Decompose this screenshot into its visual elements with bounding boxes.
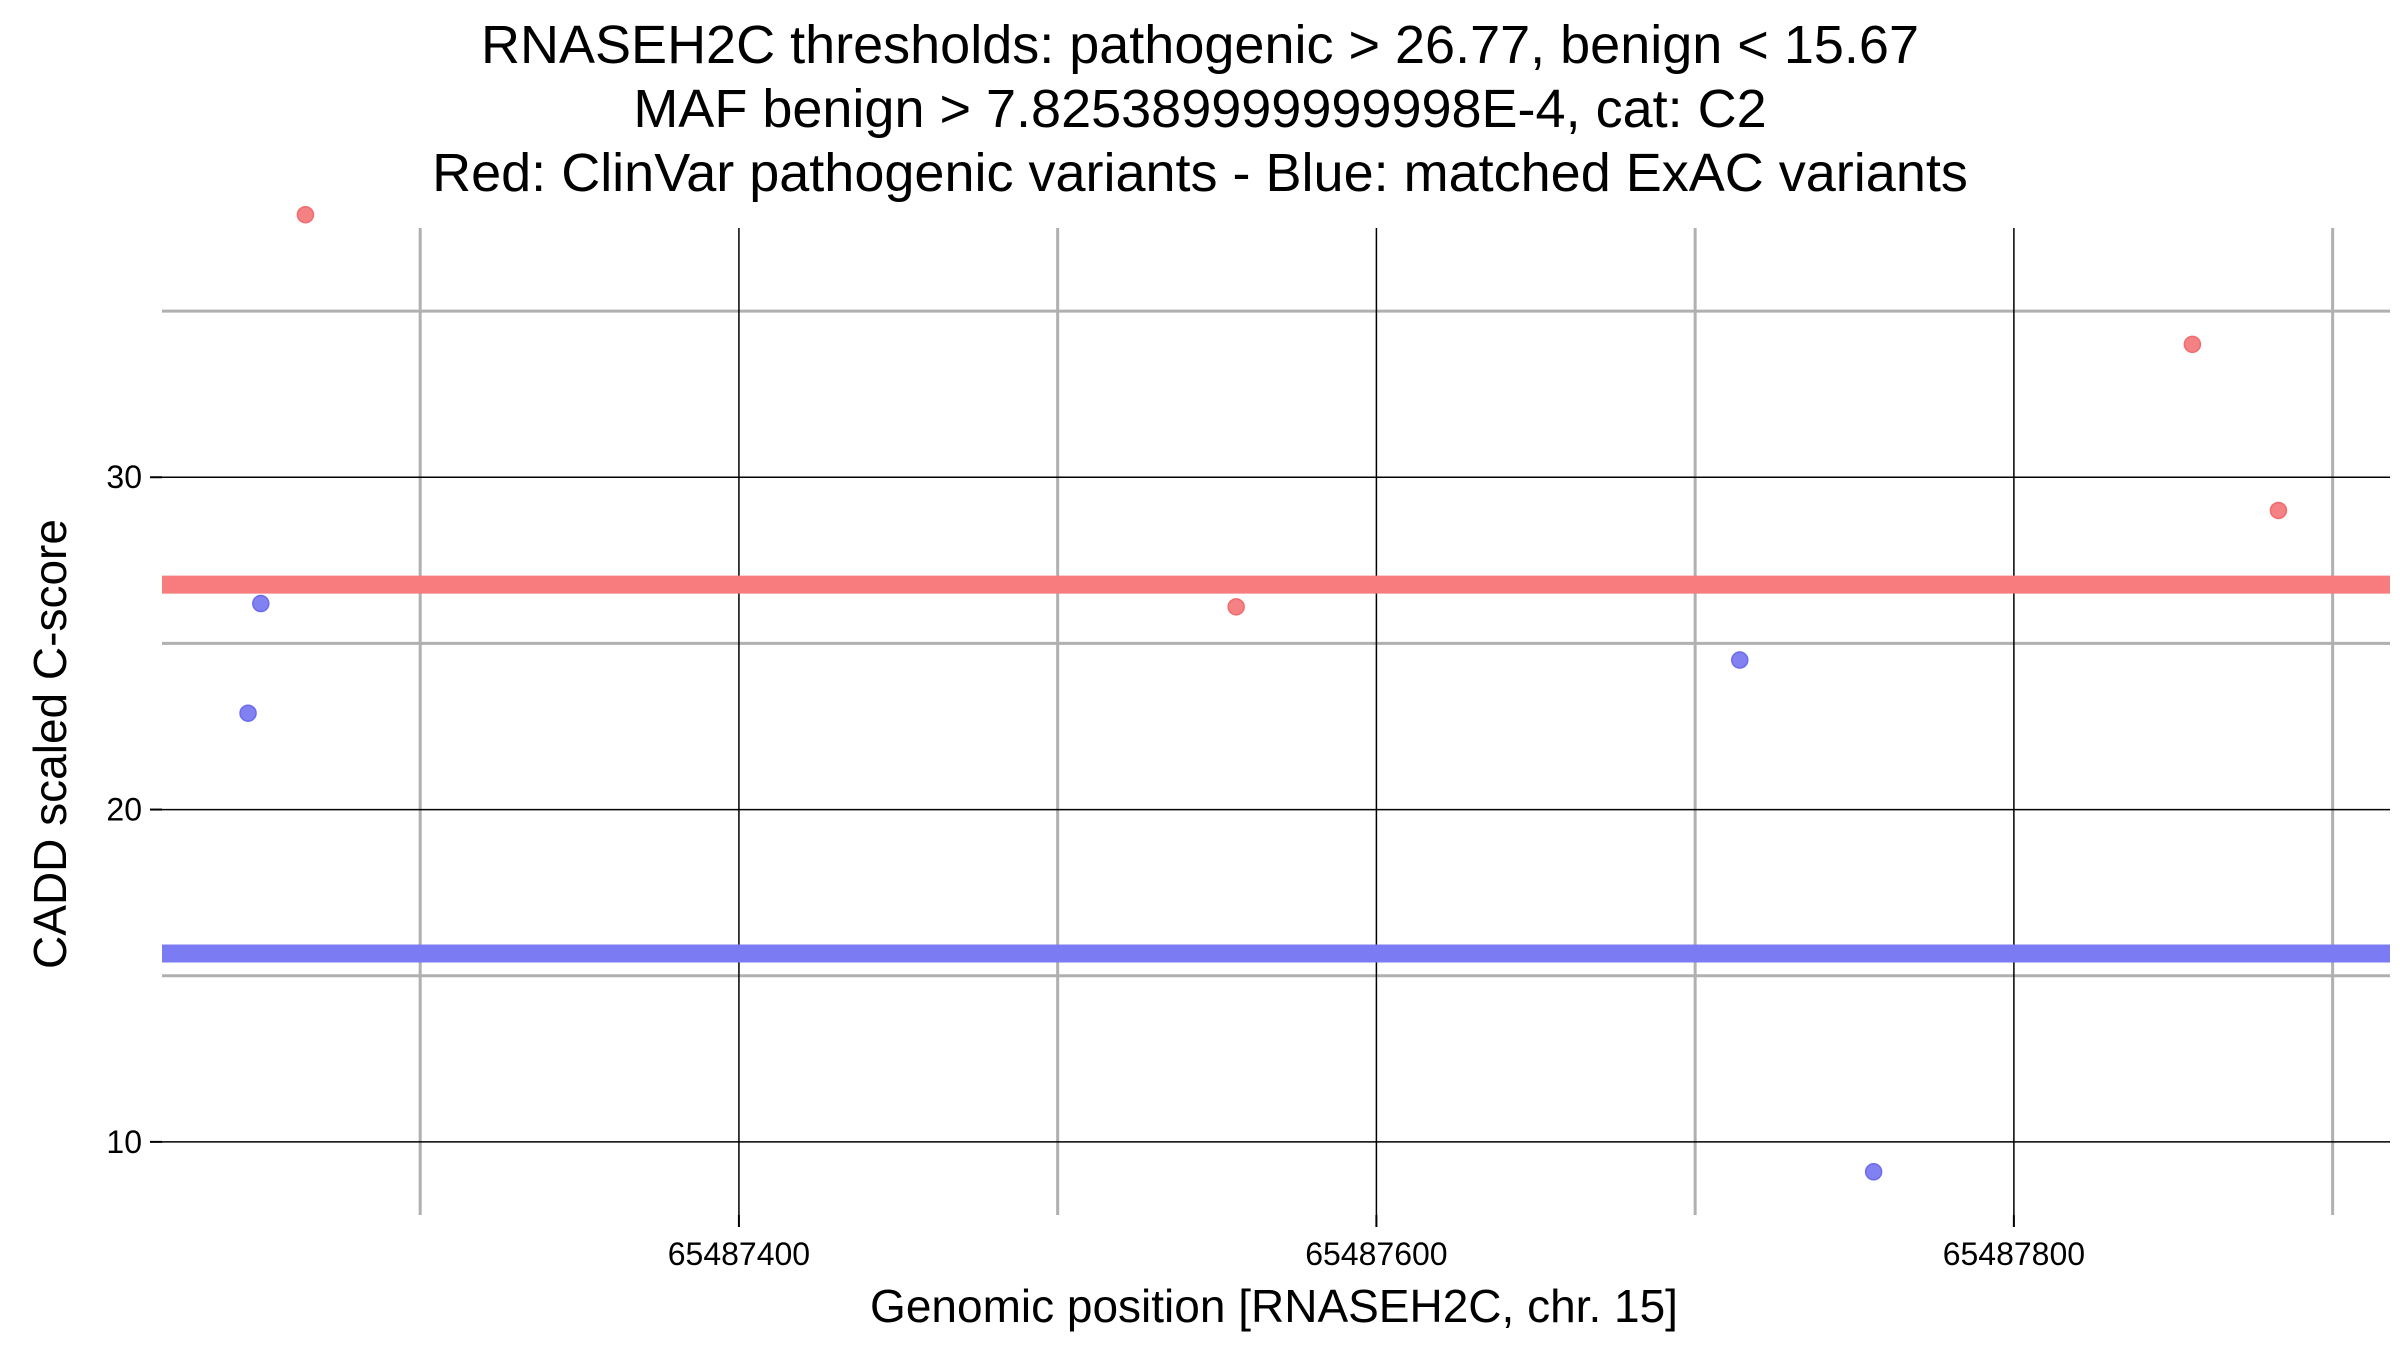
y-tick-label: 30: [106, 459, 142, 495]
y-axis-title: CADD scaled C-score: [24, 519, 76, 969]
x-tick-label: 65487800: [1943, 1236, 2085, 1272]
pathogenic-point: [1227, 598, 1245, 616]
minor-grid: [162, 228, 2390, 1215]
x-tick-label: 65487600: [1305, 1236, 1447, 1272]
chart-title-line-3: Red: ClinVar pathogenic variants - Blue:…: [432, 143, 1968, 203]
exac-point: [1864, 1163, 1883, 1181]
y-axis-ticks: 10 20 30: [106, 459, 162, 1160]
pathogenic-point: [2183, 335, 2202, 354]
y-tick-label: 20: [106, 792, 142, 828]
exac-point: [239, 704, 257, 722]
pathogenic-point: [2269, 501, 2288, 520]
threshold-lines: [162, 575, 2390, 963]
exac-point: [1731, 651, 1749, 669]
major-grid: [162, 228, 2390, 1215]
x-axis-ticks: 65487400 65487600 65487800: [668, 1215, 2085, 1272]
pathogenic-point: [296, 205, 315, 224]
x-tick-label: 65487400: [668, 1236, 810, 1272]
exac-point: [252, 594, 270, 613]
data-points: [239, 205, 2288, 1181]
x-axis-title: Genomic position [RNASEH2C, chr. 15]: [870, 1280, 1678, 1332]
chart-title-line-1: RNASEH2C thresholds: pathogenic > 26.77,…: [481, 15, 1919, 75]
y-tick-label: 10: [106, 1124, 142, 1160]
chart-title-line-2: MAF benign > 7.825389999999998E-4, cat: …: [633, 79, 1767, 139]
